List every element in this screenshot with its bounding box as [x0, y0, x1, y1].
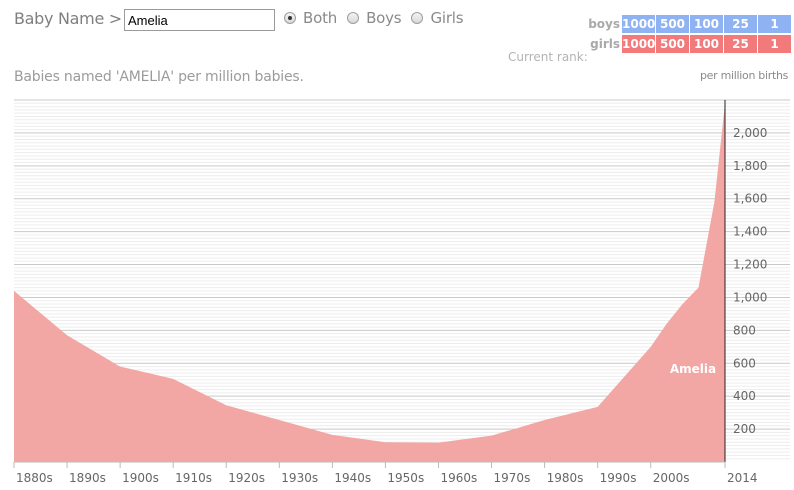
- radio-girls[interactable]: Girls: [411, 9, 464, 27]
- series-label-amelia: Amelia: [670, 362, 716, 376]
- girls-rank-25[interactable]: 25: [724, 35, 757, 53]
- y-tick-label: 400: [733, 389, 756, 403]
- rank-row-girls-label: girls: [590, 37, 620, 51]
- boys-rank-1000[interactable]: 1000: [622, 15, 656, 33]
- x-tick-label: 2000s: [653, 471, 690, 485]
- x-tick-label: 1980s: [547, 471, 584, 485]
- x-tick-label: 1940s: [334, 471, 371, 485]
- x-tick-label: 1970s: [494, 471, 531, 485]
- x-tick-label: 1950s: [387, 471, 424, 485]
- gender-filter: Both Boys Girls: [284, 9, 473, 27]
- x-tick-label: 1900s: [122, 471, 159, 485]
- y-tick-label: 1,600: [733, 192, 767, 206]
- girls-rank-1000[interactable]: 1000: [622, 35, 656, 53]
- x-tick-label: 1910s: [175, 471, 212, 485]
- baby-name-label: Baby Name >: [14, 9, 122, 28]
- rank-row-girls: girls 1000 500 100 25 1: [586, 35, 792, 53]
- boys-rank-1[interactable]: 1: [758, 15, 791, 33]
- x-tick-label: 1890s: [69, 471, 106, 485]
- x-tick-label: 1880s: [16, 471, 53, 485]
- current-rank-label: Current rank:: [508, 50, 588, 64]
- rank-row-boys-label: boys: [588, 17, 620, 31]
- boys-rank-100[interactable]: 100: [690, 15, 723, 33]
- y-tick-label: 1,800: [733, 159, 767, 173]
- name-input[interactable]: [124, 9, 275, 31]
- radio-boys-label[interactable]: Boys: [366, 9, 402, 27]
- y-tick-label: 200: [733, 422, 756, 436]
- y-tick-label: 1,200: [733, 258, 767, 272]
- x-tick-label: 1920s: [228, 471, 265, 485]
- x-tick-label: 2014: [727, 471, 758, 485]
- y-tick-label: 600: [733, 356, 756, 370]
- radio-boys[interactable]: Boys: [347, 9, 402, 27]
- x-tick-label: 1960s: [440, 471, 477, 485]
- boys-rank-500[interactable]: 500: [656, 15, 689, 33]
- chart-subtitle: Babies named 'AMELIA' per million babies…: [14, 69, 304, 85]
- boys-rank-25[interactable]: 25: [724, 15, 757, 33]
- radio-boys-dot[interactable]: [347, 12, 360, 24]
- girls-rank-100[interactable]: 100: [690, 35, 723, 53]
- rank-row-boys: boys 1000 500 100 25 1: [586, 15, 792, 33]
- girls-rank-500[interactable]: 500: [656, 35, 689, 53]
- y-tick-label: 800: [733, 323, 756, 337]
- y-tick-label: 1,000: [733, 290, 767, 304]
- y-unit-label: per million births: [700, 69, 789, 82]
- radio-both[interactable]: Both: [284, 9, 337, 27]
- x-tick-label: 1930s: [281, 471, 318, 485]
- radio-both-dot[interactable]: [284, 12, 296, 24]
- radio-both-label[interactable]: Both: [303, 9, 338, 27]
- girls-rank-1[interactable]: 1: [758, 35, 791, 53]
- radio-girls-dot[interactable]: [411, 12, 424, 24]
- y-tick-label: 2,000: [733, 126, 767, 140]
- x-tick-label: 1990s: [600, 471, 637, 485]
- y-tick-label: 1,400: [733, 225, 767, 239]
- radio-girls-label[interactable]: Girls: [430, 9, 464, 27]
- area-series-amelia[interactable]: [14, 103, 725, 463]
